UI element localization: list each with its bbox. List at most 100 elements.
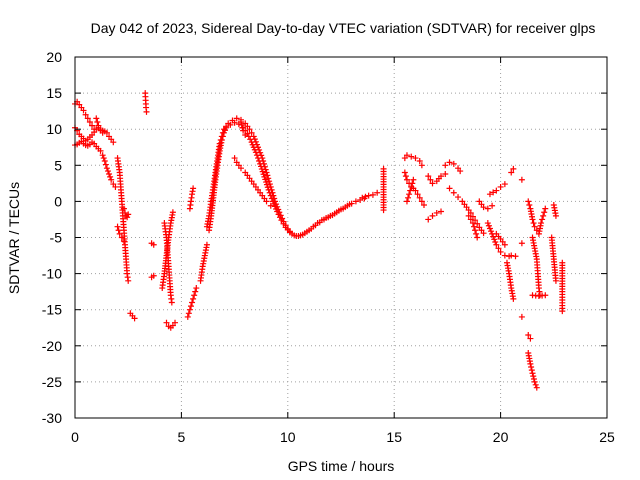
data-point: [401, 169, 408, 176]
data-point: [410, 176, 417, 183]
data-point: [246, 126, 253, 133]
data-point: [108, 176, 115, 183]
data-point-interp: [407, 187, 414, 194]
x-tick-label: 25: [599, 429, 615, 445]
data-point: [303, 228, 310, 235]
data-point-interp: [471, 223, 477, 230]
data-point: [450, 189, 457, 196]
data-point: [518, 313, 525, 320]
data-point: [518, 240, 525, 247]
data-point: [455, 194, 462, 201]
data-point: [457, 168, 464, 175]
data-point: [291, 232, 298, 239]
data-point: [408, 183, 415, 190]
data-points: [72, 90, 566, 391]
data-point: [143, 108, 150, 115]
data-point: [438, 173, 445, 180]
data-point-interp: [245, 133, 252, 140]
data-point: [122, 209, 129, 216]
data-point: [263, 198, 270, 205]
data-point: [418, 198, 425, 205]
data-point-interp: [474, 220, 481, 227]
x-axis-label: GPS time / hours: [288, 458, 395, 474]
data-point: [518, 176, 525, 183]
data-point-interp: [492, 239, 499, 246]
data-point-interp: [266, 178, 273, 185]
data-point: [450, 160, 457, 167]
data-point-interp: [530, 373, 537, 380]
data-point: [312, 222, 319, 229]
data-point: [538, 220, 545, 227]
data-point-interp: [485, 222, 492, 229]
y-tick-label: -5: [50, 230, 63, 246]
data-point-interp: [107, 173, 114, 180]
data-point: [267, 202, 274, 209]
data-point: [501, 241, 508, 248]
data-point: [103, 129, 110, 136]
data-point: [420, 202, 427, 209]
chart-title: Day 042 of 2023, Sidereal Day-to-day VTE…: [91, 20, 596, 36]
data-point: [493, 187, 500, 194]
data-point: [525, 331, 532, 338]
data-point-interp: [539, 216, 546, 223]
data-point: [299, 231, 306, 238]
y-tick-label: -15: [42, 302, 62, 318]
data-point: [150, 241, 157, 248]
data-point: [414, 191, 421, 198]
data-point: [542, 292, 549, 299]
y-tick-label: 10: [46, 121, 62, 137]
data-point: [352, 198, 359, 205]
data-point-interp: [265, 175, 272, 182]
data-point: [124, 214, 131, 221]
data-point: [218, 137, 225, 144]
data-point: [493, 241, 500, 248]
data-point: [365, 192, 372, 199]
x-tick-label: 20: [493, 429, 509, 445]
data-point: [438, 208, 445, 215]
data-point-interp: [528, 367, 535, 374]
data-point-interp: [185, 310, 192, 317]
data-point-interp: [268, 195, 275, 202]
data-point: [510, 165, 517, 172]
data-point: [469, 220, 476, 227]
data-point: [150, 272, 157, 279]
data-point-interp: [473, 230, 480, 237]
data-point: [125, 277, 132, 284]
data-point: [191, 292, 198, 299]
data-point-interp: [488, 228, 495, 235]
data-point: [169, 209, 176, 216]
data-point: [416, 157, 423, 164]
y-tick-label: 20: [46, 49, 62, 65]
data-point: [527, 360, 534, 367]
data-point: [533, 384, 540, 391]
data-point: [465, 212, 472, 219]
data-point: [168, 299, 175, 306]
data-point: [497, 248, 504, 255]
data-point: [101, 157, 108, 164]
data-point: [265, 186, 272, 193]
data-point: [333, 209, 340, 216]
data-point: [508, 252, 515, 259]
data-point: [501, 252, 508, 259]
data-point: [472, 227, 479, 234]
data-point: [412, 187, 419, 194]
data-point: [374, 189, 381, 196]
data-point: [172, 319, 179, 326]
data-point: [227, 121, 234, 128]
data-point-interp: [100, 155, 107, 162]
data-point: [501, 181, 508, 188]
data-point: [82, 111, 89, 118]
data-point: [525, 198, 532, 205]
data-point: [240, 127, 247, 134]
data-point: [103, 165, 110, 172]
data-point: [278, 217, 285, 224]
data-point: [552, 277, 559, 284]
data-point-interp: [192, 288, 199, 295]
data-point: [512, 253, 519, 260]
data-point: [252, 149, 259, 156]
data-point: [131, 315, 138, 322]
data-point-interp: [187, 303, 194, 310]
y-axis-label: SDTVAR / TECUs: [6, 182, 22, 294]
data-point: [484, 220, 491, 227]
data-point: [531, 223, 538, 230]
